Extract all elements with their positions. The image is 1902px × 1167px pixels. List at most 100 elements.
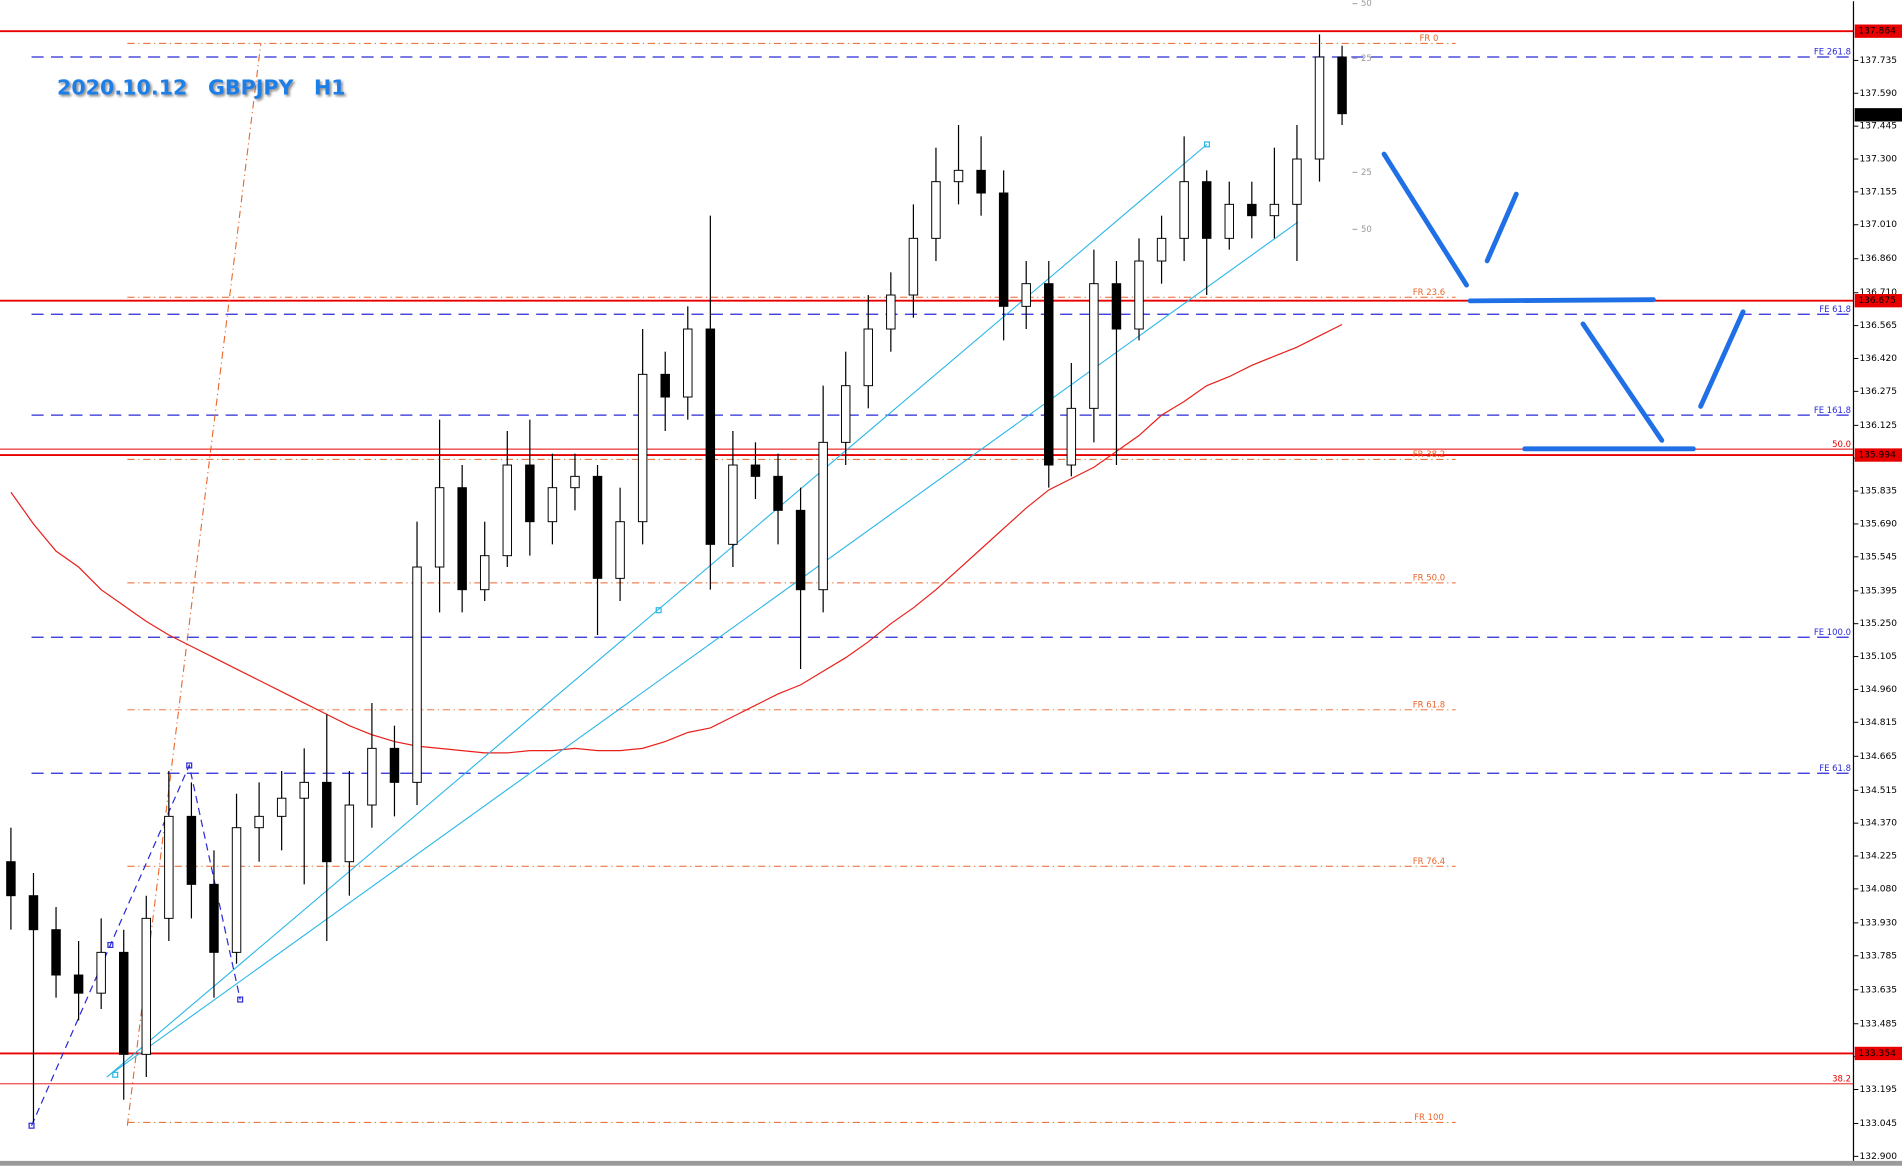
candle-body	[479, 555, 490, 591]
candle-body	[637, 373, 648, 523]
candle	[863, 295, 874, 409]
last-price-box	[1854, 108, 1902, 122]
y-tick-label: 137.445	[1860, 122, 1898, 132]
candle	[976, 136, 986, 216]
candle-body	[1179, 181, 1189, 239]
y-tick-label: 134.960	[1860, 685, 1898, 695]
candle	[1314, 34, 1325, 182]
candle-body	[412, 566, 422, 783]
level-label: FR 61.8	[1413, 700, 1445, 710]
y-tick-label: 137.010	[1860, 220, 1898, 230]
price-tag-box	[1854, 294, 1902, 308]
y-tick-label: 134.515	[1860, 786, 1898, 796]
candle-body	[164, 815, 174, 919]
axis-background	[1853, 1, 1902, 1161]
y-tick-label: 136.125	[1860, 421, 1898, 431]
candle	[28, 873, 39, 1123]
candle	[886, 272, 896, 352]
candle-body	[502, 464, 513, 557]
candle-body	[795, 509, 806, 591]
candle	[637, 329, 648, 545]
price-tag-box	[1854, 24, 1902, 38]
scale-label: 50	[1361, 0, 1372, 9]
y-tick-label: 137.735	[1860, 56, 1898, 66]
candle	[254, 782, 264, 862]
candle	[141, 895, 152, 1078]
level-label: FE 161.8	[1814, 406, 1851, 416]
candle-body	[254, 815, 264, 829]
moving-average	[10, 323, 1343, 754]
candle	[908, 204, 919, 318]
candle	[705, 215, 716, 590]
y-tick-label: 135.545	[1860, 552, 1898, 562]
candle	[164, 771, 174, 942]
scale-label: 25	[1361, 54, 1372, 64]
y-tick-label: 134.665	[1860, 752, 1898, 762]
y-tick-label: 134.370	[1860, 819, 1898, 829]
price-tag-label: 137.864	[1858, 27, 1896, 37]
candle	[1292, 125, 1302, 262]
y-tick-label: 136.710	[1860, 288, 1898, 298]
candle-body	[1201, 181, 1212, 239]
stroke	[1467, 297, 1656, 304]
zigzag	[30, 763, 241, 1126]
candle-body	[660, 373, 670, 398]
candle	[1269, 147, 1280, 239]
candle-body	[863, 328, 874, 387]
candle-body	[1066, 407, 1077, 466]
y-tick-label: 137.155	[1860, 187, 1898, 197]
candle-body	[683, 328, 693, 398]
candle-body	[525, 464, 535, 523]
candle	[457, 465, 467, 613]
candle-body	[389, 747, 400, 783]
y-tick-label: 137.300	[1860, 155, 1898, 165]
y-tick-label: 134.815	[1860, 718, 1898, 728]
candle-body	[908, 237, 919, 296]
candle-body	[998, 192, 1009, 307]
candle	[953, 125, 964, 205]
last-price-label: 137.495	[1858, 110, 1896, 120]
candle	[592, 465, 603, 636]
candle-body	[750, 464, 761, 477]
price-tag-box	[1854, 1046, 1902, 1061]
handle	[1203, 141, 1210, 148]
candle-body	[1292, 158, 1302, 205]
y-tick-label: 133.785	[1860, 951, 1898, 961]
level-label: FR 23.6	[1413, 288, 1445, 298]
y-tick-label: 135.835	[1860, 487, 1898, 497]
candle	[118, 929, 129, 1100]
y-tick-label: 137.590	[1860, 89, 1898, 99]
candle	[1044, 261, 1054, 488]
candle	[1134, 238, 1144, 341]
y-tick-label: 135.105	[1860, 652, 1898, 662]
handle	[655, 607, 662, 614]
candle-body	[818, 441, 828, 591]
candle	[367, 703, 377, 828]
candle	[1247, 181, 1257, 239]
candle	[683, 306, 693, 420]
candle	[6, 827, 16, 930]
y-tick-label: 134.080	[1860, 884, 1898, 894]
candle	[547, 453, 558, 545]
candle	[728, 431, 738, 568]
candle	[1224, 181, 1234, 250]
y-tick-label: 133.485	[1860, 1019, 1898, 1029]
candle	[570, 453, 580, 511]
candle-body	[1269, 203, 1280, 217]
scale-label: 50	[1361, 225, 1372, 235]
candle-body	[457, 487, 467, 591]
candle-body	[1224, 203, 1234, 239]
handle	[107, 941, 114, 949]
level-label: FE 100.0	[1814, 628, 1851, 638]
y-tick-label: 133.635	[1860, 985, 1898, 995]
candle-body	[728, 464, 738, 545]
candle	[1066, 363, 1077, 477]
candle-body	[28, 895, 39, 931]
y-tick-label: 135.395	[1860, 586, 1898, 596]
candle-body	[1156, 237, 1167, 262]
stroke	[1484, 191, 1519, 264]
price-tag-label: 135.994	[1858, 451, 1896, 461]
